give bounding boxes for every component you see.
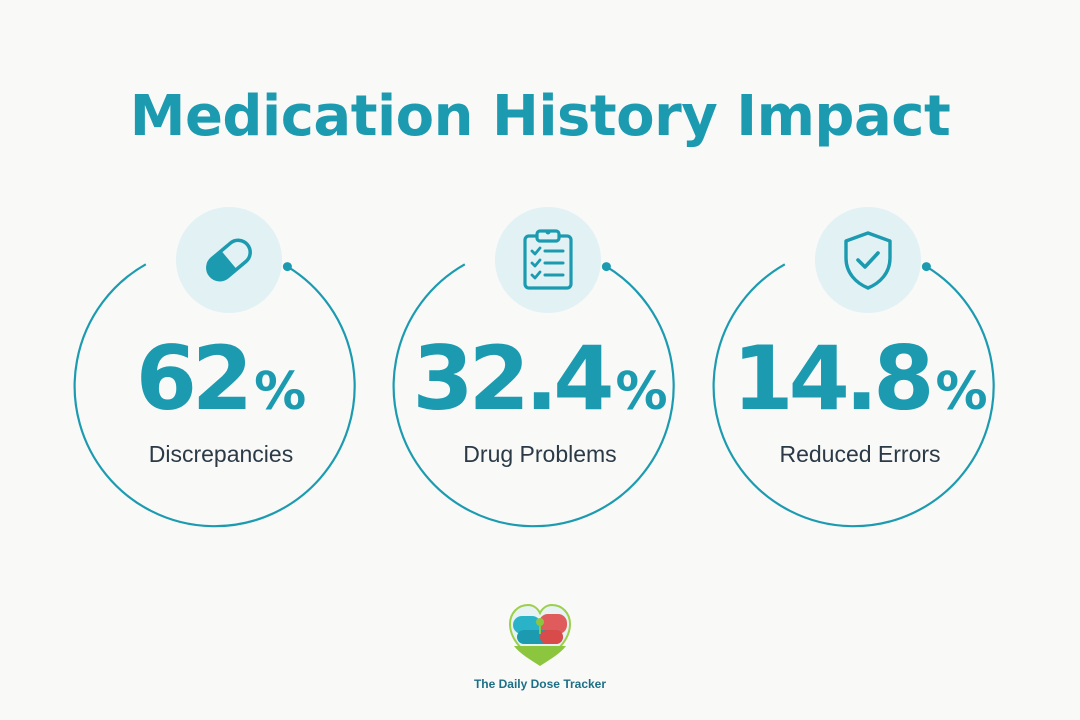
- stat-card-discrepancies: 62% Discrepancies: [73, 205, 366, 530]
- stat-value: 62%: [135, 327, 307, 430]
- stat-label: Drug Problems: [463, 441, 617, 467]
- stat-label: Reduced Errors: [779, 441, 941, 467]
- brand: The Daily Dose Tracker: [440, 600, 640, 691]
- brand-name: The Daily Dose Tracker: [473, 677, 607, 691]
- clipboard-checklist-icon: [495, 207, 601, 313]
- stat-card-reduced-errors: 14.8% Reduced Errors: [712, 205, 1005, 530]
- page-title: Medication History Impact: [129, 84, 951, 149]
- stat-ring: [392, 262, 675, 528]
- stat-card-drug-problems: 32.4% Drug Problems: [392, 205, 685, 530]
- shield-check-icon: [815, 207, 921, 313]
- capsule-icon: [176, 207, 282, 313]
- stat-value: 32.4%: [412, 327, 668, 430]
- stat-ring: [73, 262, 356, 528]
- heart-pills-logo: [508, 603, 572, 666]
- stat-label: Discrepancies: [148, 441, 294, 467]
- stat-value: 14.8%: [732, 327, 988, 430]
- stat-ring: [712, 262, 995, 528]
